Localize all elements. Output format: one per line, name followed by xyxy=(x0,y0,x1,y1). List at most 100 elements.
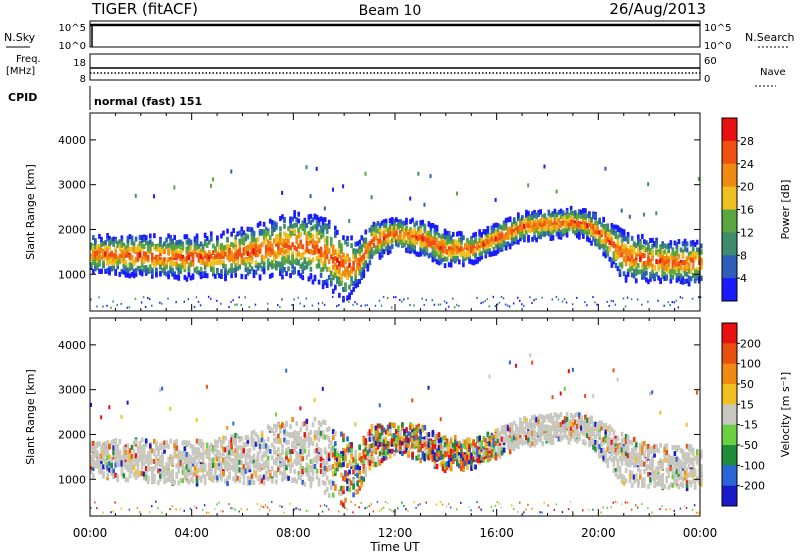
range-cell xyxy=(643,266,646,272)
range-cell xyxy=(165,264,168,270)
range-cell xyxy=(645,277,648,283)
range-cell xyxy=(329,236,333,242)
range-cell xyxy=(201,244,205,250)
range-cell xyxy=(620,263,624,269)
range-cell xyxy=(427,241,431,247)
range-cell xyxy=(201,473,205,479)
noise-cell xyxy=(344,506,346,509)
range-cell xyxy=(273,431,276,437)
range-cell xyxy=(506,217,510,223)
range-cell xyxy=(480,254,484,260)
range-cell xyxy=(279,438,282,444)
range-cell xyxy=(313,240,317,246)
scatter-cell xyxy=(134,193,137,198)
range-cell xyxy=(236,475,240,481)
range-cell xyxy=(277,433,280,439)
range-cell xyxy=(148,246,152,252)
range-cell xyxy=(315,434,319,440)
range-cell xyxy=(474,247,477,253)
range-cell xyxy=(242,240,246,246)
range-cell xyxy=(496,232,500,238)
range-cell xyxy=(140,238,144,244)
range-cell xyxy=(626,272,630,278)
range-cell xyxy=(321,466,325,472)
range-cell xyxy=(266,476,270,482)
range-cell xyxy=(303,435,307,441)
range-cell xyxy=(427,237,431,243)
range-cell xyxy=(417,252,420,258)
range-cell xyxy=(494,230,498,236)
range-cell xyxy=(171,271,174,277)
range-cell xyxy=(327,452,331,458)
range-cell xyxy=(92,260,95,266)
range-cell xyxy=(397,235,400,241)
range-cell xyxy=(689,269,693,275)
range-cell xyxy=(110,462,113,468)
range-cell xyxy=(114,259,118,265)
range-cell xyxy=(266,263,270,269)
range-cell xyxy=(309,266,313,272)
range-cell xyxy=(519,236,522,242)
range-cell xyxy=(578,209,581,215)
range-cell xyxy=(297,233,301,239)
range-cell xyxy=(299,475,303,481)
range-cell xyxy=(378,254,382,260)
range-cell xyxy=(122,263,126,269)
range-cell xyxy=(639,251,642,257)
range-cell xyxy=(244,263,248,269)
range-cell xyxy=(512,227,516,233)
range-cell xyxy=(108,463,111,469)
range-cell xyxy=(228,439,231,445)
range-cell xyxy=(285,465,288,471)
range-cell xyxy=(181,455,185,461)
range-cell xyxy=(643,247,646,253)
range-cell xyxy=(344,267,347,273)
range-cell xyxy=(413,232,416,238)
noise-cell xyxy=(482,301,484,304)
noise-cell xyxy=(667,301,669,304)
range-cell xyxy=(488,241,492,247)
range-cell xyxy=(142,243,146,249)
noise-cell xyxy=(671,301,674,304)
range-cell xyxy=(232,253,235,259)
range-cell xyxy=(484,245,488,251)
range-cell xyxy=(275,427,278,433)
range-cell xyxy=(567,226,571,232)
range-cell xyxy=(159,473,162,479)
range-cell xyxy=(338,248,341,254)
range-cell xyxy=(458,247,461,253)
y-tick-label: 3000 xyxy=(58,179,86,192)
range-cell xyxy=(230,253,233,259)
range-cell xyxy=(295,456,298,462)
range-cell xyxy=(185,464,189,470)
range-cell xyxy=(177,253,181,259)
range-cell xyxy=(146,268,150,274)
range-cell xyxy=(234,463,237,469)
range-cell xyxy=(132,464,136,470)
range-cell xyxy=(262,239,266,245)
range-cell xyxy=(238,467,242,473)
noise-cell xyxy=(395,296,397,299)
range-cell xyxy=(134,256,138,262)
range-cell xyxy=(309,219,313,225)
range-cell xyxy=(289,449,292,455)
range-cell xyxy=(575,232,579,238)
range-cell xyxy=(350,235,353,241)
range-cell xyxy=(634,264,638,270)
range-cell xyxy=(673,240,677,246)
range-cell xyxy=(238,453,242,459)
y-tick-label: 2000 xyxy=(58,223,86,236)
range-cell xyxy=(360,458,364,464)
range-cell xyxy=(106,233,109,239)
range-cell xyxy=(431,254,435,260)
range-cell xyxy=(94,254,97,260)
range-cell xyxy=(336,251,339,257)
range-cell xyxy=(112,256,115,262)
range-cell xyxy=(395,241,398,247)
range-cell xyxy=(358,452,362,458)
range-cell xyxy=(388,231,392,237)
range-cell xyxy=(96,441,99,447)
range-cell xyxy=(122,459,126,465)
range-cell xyxy=(321,217,325,223)
range-cell xyxy=(228,442,231,448)
